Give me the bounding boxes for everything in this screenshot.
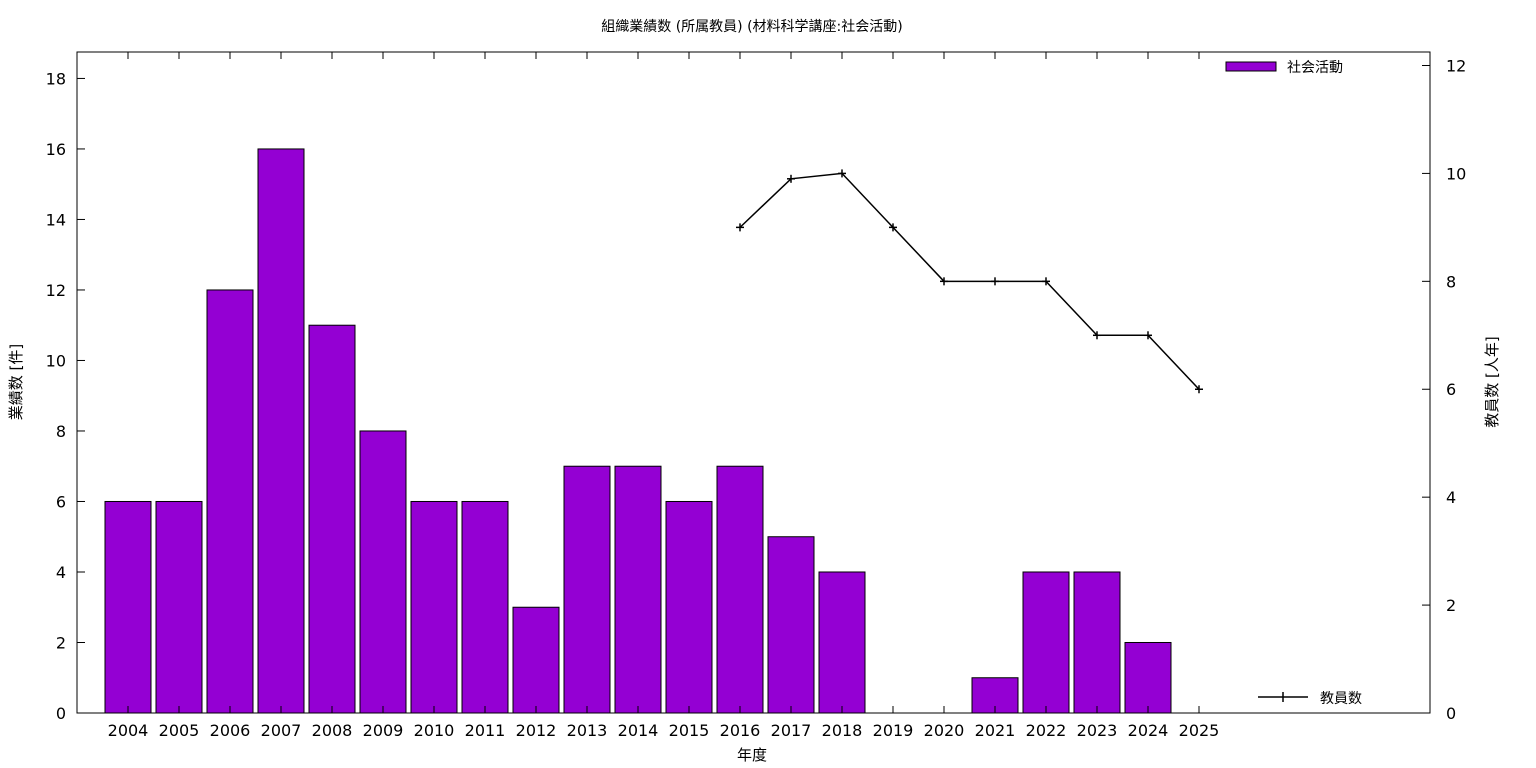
x-tick-label-2020: 2020 <box>924 721 965 740</box>
point-2022 <box>1042 277 1050 286</box>
bar-2018 <box>818 571 866 714</box>
x-tick-label-2013: 2013 <box>567 721 608 740</box>
point-2020 <box>940 277 948 286</box>
bar-2024 <box>1124 641 1172 714</box>
y2-tick-label-4: 4 <box>1446 488 1456 507</box>
point-2021 <box>991 277 999 286</box>
legend-label-line: 教員数 <box>1320 691 1362 707</box>
legend-label-bars: 社会活動 <box>1287 60 1343 76</box>
point-2017 <box>787 174 795 183</box>
bar-2004 <box>104 500 152 714</box>
x-tick-label-2008: 2008 <box>312 721 353 740</box>
x-tick-label-2019: 2019 <box>873 721 914 740</box>
plot-area <box>104 148 1203 714</box>
bar-2013 <box>563 465 611 714</box>
x-axis-label: 年度 <box>737 746 767 764</box>
bar-2011 <box>461 500 509 714</box>
y2-tick-label-12: 12 <box>1446 56 1466 75</box>
bar-2007 <box>257 148 305 714</box>
y2-tick-label-6: 6 <box>1446 380 1456 399</box>
point-2024 <box>1144 331 1152 340</box>
x-tick-label-2009: 2009 <box>363 721 404 740</box>
bar-2009 <box>359 430 407 714</box>
y-tick-label-0: 0 <box>56 704 66 723</box>
y2-tick-label-2: 2 <box>1446 596 1456 615</box>
bar-2022 <box>1022 571 1070 714</box>
bar-2008 <box>308 324 356 714</box>
bar-2016 <box>716 465 764 714</box>
y-tick-label-12: 12 <box>46 281 66 300</box>
x-tick-label-2022: 2022 <box>1026 721 1067 740</box>
bar-2015 <box>665 500 713 714</box>
point-2023 <box>1093 331 1101 340</box>
x-tick-label-2025: 2025 <box>1179 721 1220 740</box>
y2-tick-label-10: 10 <box>1446 164 1466 183</box>
y2-axis-label: 教員数 [人年] <box>1483 336 1501 427</box>
ticks: 2004 2005 2006 2007 2008 2009 2010 2011 2012 2013… <box>46 52 1466 740</box>
chart-title: 組織業績数 (所属教員) (材料科学講座:社会活動) <box>601 19 902 35</box>
x-tick-label-2017: 2017 <box>771 721 812 740</box>
x-tick-label-2005: 2005 <box>159 721 200 740</box>
x-tick-label-2004: 2004 <box>108 721 149 740</box>
bar-2010 <box>410 500 458 714</box>
y-tick-label-10: 10 <box>46 351 66 370</box>
x-tick-label-2006: 2006 <box>210 721 251 740</box>
y-tick-label-2: 2 <box>56 633 66 652</box>
legend-bars: 社会活動 <box>1225 60 1343 76</box>
bar-2012 <box>512 606 560 714</box>
bar-2005 <box>155 500 203 714</box>
bar-2006 <box>206 289 254 714</box>
point-2016 <box>736 223 744 232</box>
legend-swatch-bars <box>1225 61 1277 72</box>
y-tick-label-18: 18 <box>46 69 66 88</box>
x-tick-label-2010: 2010 <box>414 721 455 740</box>
y-tick-label-14: 14 <box>46 210 66 229</box>
x-tick-label-2021: 2021 <box>975 721 1016 740</box>
x-tick-label-2018: 2018 <box>822 721 863 740</box>
legend-line: 教員数 <box>1258 691 1362 707</box>
x-tick-label-2024: 2024 <box>1128 721 1169 740</box>
y2-tick-label-8: 8 <box>1446 272 1456 291</box>
x-tick-label-2007: 2007 <box>261 721 302 740</box>
x-tick-label-2011: 2011 <box>465 721 506 740</box>
plot-frame <box>76 51 1431 714</box>
y-tick-label-6: 6 <box>56 492 66 511</box>
x-tick-label-2016: 2016 <box>720 721 761 740</box>
y2-tick-label-0: 0 <box>1446 704 1456 723</box>
y-tick-label-16: 16 <box>46 140 66 159</box>
line-series-teachers <box>739 172 1200 390</box>
x-tick-label-2015: 2015 <box>669 721 710 740</box>
x-tick-label-2023: 2023 <box>1077 721 1118 740</box>
x-tick-label-2014: 2014 <box>618 721 659 740</box>
y-axis-label: 業績数 [件] <box>7 344 25 420</box>
bar-2014 <box>614 465 662 714</box>
point-2018 <box>838 169 846 178</box>
point-2019 <box>889 223 897 232</box>
y-tick-label-8: 8 <box>56 422 66 441</box>
point-2025 <box>1195 385 1203 394</box>
y-tick-label-4: 4 <box>56 563 66 582</box>
bar-2023 <box>1073 571 1121 714</box>
bar-2017 <box>767 536 815 714</box>
x-tick-label-2012: 2012 <box>516 721 557 740</box>
